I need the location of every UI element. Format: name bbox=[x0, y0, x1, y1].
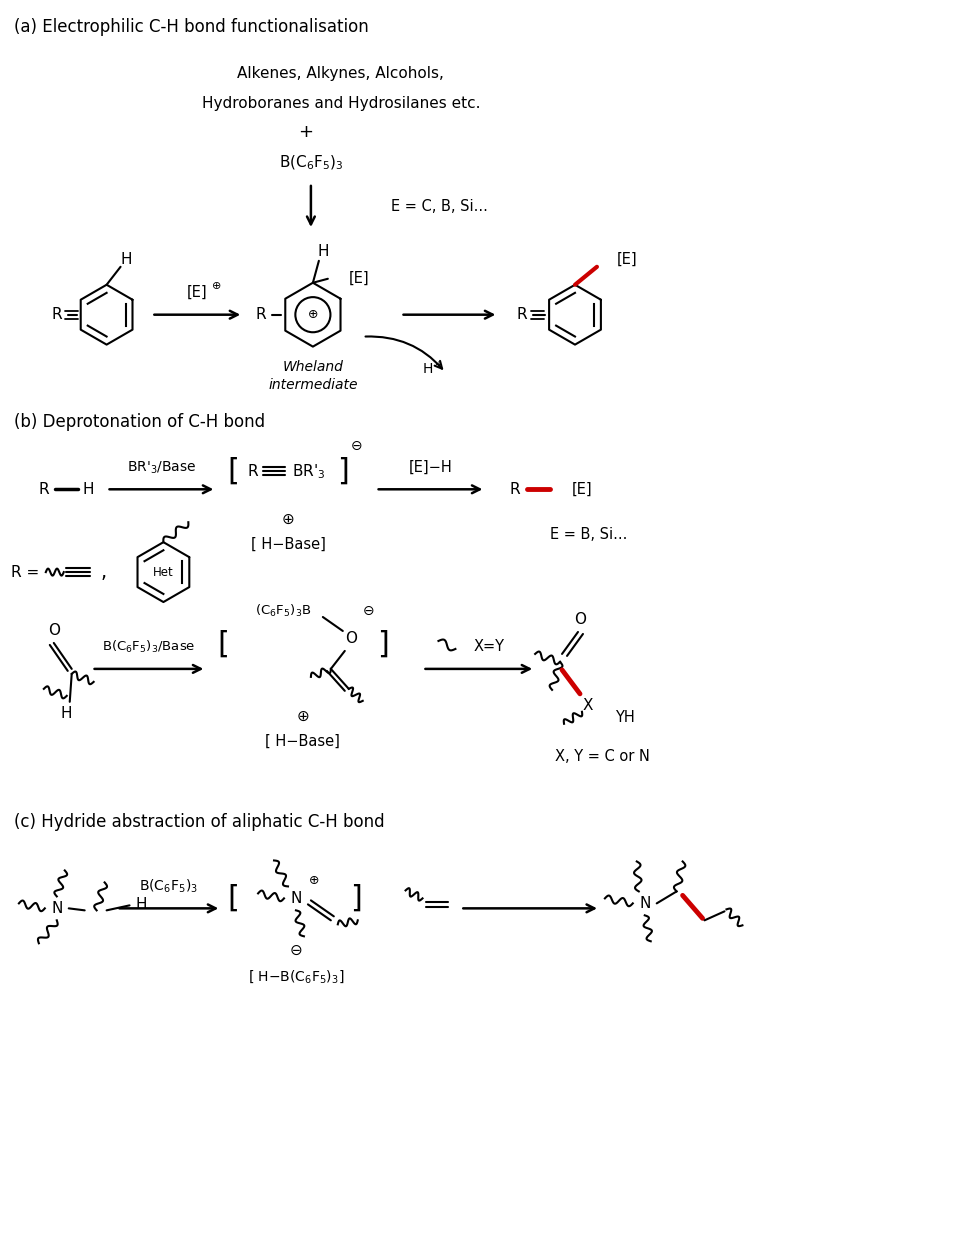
Text: X: X bbox=[583, 698, 593, 713]
Text: O: O bbox=[574, 612, 586, 627]
Text: ⊖: ⊖ bbox=[351, 439, 363, 453]
Text: [ H−Base]: [ H−Base] bbox=[266, 734, 340, 749]
Text: [: [ bbox=[227, 457, 239, 486]
Text: H: H bbox=[121, 253, 132, 267]
Text: [E]: [E] bbox=[349, 271, 369, 286]
Text: E = B, Si...: E = B, Si... bbox=[550, 526, 627, 541]
Text: R: R bbox=[516, 307, 527, 322]
Text: [: [ bbox=[227, 884, 239, 913]
Text: +: + bbox=[299, 123, 314, 141]
Text: YH: YH bbox=[614, 710, 635, 725]
Text: [E]: [E] bbox=[187, 285, 208, 300]
Text: ,: , bbox=[101, 562, 107, 582]
Text: [E]: [E] bbox=[572, 481, 593, 496]
Text: R: R bbox=[38, 481, 49, 496]
Text: N: N bbox=[290, 891, 302, 906]
Text: O: O bbox=[345, 632, 357, 647]
Text: B(C$_6$F$_5$)$_3$: B(C$_6$F$_5$)$_3$ bbox=[278, 154, 343, 172]
Text: B(C$_6$F$_5$)$_3$: B(C$_6$F$_5$)$_3$ bbox=[139, 878, 198, 896]
Text: R: R bbox=[52, 307, 62, 322]
Text: H$^+$: H$^+$ bbox=[421, 360, 443, 377]
Text: intermediate: intermediate bbox=[269, 377, 358, 392]
Text: ⊕: ⊕ bbox=[212, 281, 220, 291]
Text: N: N bbox=[51, 901, 63, 916]
Text: (b) Deprotonation of C-H bond: (b) Deprotonation of C-H bond bbox=[14, 413, 265, 432]
Text: Hydroboranes and Hydrosilanes etc.: Hydroboranes and Hydrosilanes etc. bbox=[202, 96, 480, 111]
Text: (C$_6$F$_5$)$_3$B: (C$_6$F$_5$)$_3$B bbox=[255, 603, 312, 620]
Text: H: H bbox=[61, 707, 73, 722]
Text: ⊕: ⊕ bbox=[281, 511, 294, 526]
Text: ]: ] bbox=[350, 884, 362, 913]
Text: [E]−H: [E]−H bbox=[409, 460, 453, 475]
Text: [E]: [E] bbox=[616, 251, 637, 266]
Text: [: [ bbox=[218, 629, 229, 658]
Text: BR'$_3$/Base: BR'$_3$/Base bbox=[126, 459, 196, 475]
Text: H: H bbox=[318, 244, 328, 259]
Text: BR'$_3$: BR'$_3$ bbox=[292, 462, 325, 480]
Text: ]: ] bbox=[376, 629, 389, 658]
Text: H: H bbox=[136, 897, 147, 912]
Text: R: R bbox=[256, 307, 267, 322]
Text: Het: Het bbox=[153, 566, 173, 578]
Text: ⊕: ⊕ bbox=[308, 309, 319, 321]
Text: H: H bbox=[83, 481, 94, 496]
Text: R =: R = bbox=[11, 565, 44, 580]
Text: O: O bbox=[48, 623, 60, 638]
Text: ]: ] bbox=[337, 457, 349, 486]
Text: (a) Electrophilic C-H bond functionalisation: (a) Electrophilic C-H bond functionalisa… bbox=[14, 19, 368, 36]
Text: R: R bbox=[510, 481, 520, 496]
Text: N: N bbox=[639, 896, 651, 911]
Text: R: R bbox=[248, 464, 259, 479]
Text: Wheland: Wheland bbox=[282, 360, 343, 373]
Text: (c) Hydride abstraction of aliphatic C-H bond: (c) Hydride abstraction of aliphatic C-H… bbox=[14, 812, 384, 831]
Text: ⊕: ⊕ bbox=[309, 875, 319, 887]
Text: X=Y: X=Y bbox=[473, 639, 505, 654]
Text: ⊖: ⊖ bbox=[363, 605, 374, 618]
Text: B(C$_6$F$_5$)$_3$/Base: B(C$_6$F$_5$)$_3$/Base bbox=[102, 639, 195, 656]
Text: X, Y = C or N: X, Y = C or N bbox=[555, 749, 650, 764]
Text: ⊕: ⊕ bbox=[297, 709, 310, 724]
Text: Alkenes, Alkynes, Alcohols,: Alkenes, Alkynes, Alcohols, bbox=[237, 66, 444, 81]
Text: ⊖: ⊖ bbox=[289, 943, 302, 958]
Text: [ H−B(C$_6$F$_5$)$_3$]: [ H−B(C$_6$F$_5$)$_3$] bbox=[248, 968, 344, 984]
Text: E = C, B, Si...: E = C, B, Si... bbox=[391, 199, 487, 214]
Text: [ H−Base]: [ H−Base] bbox=[251, 536, 325, 551]
